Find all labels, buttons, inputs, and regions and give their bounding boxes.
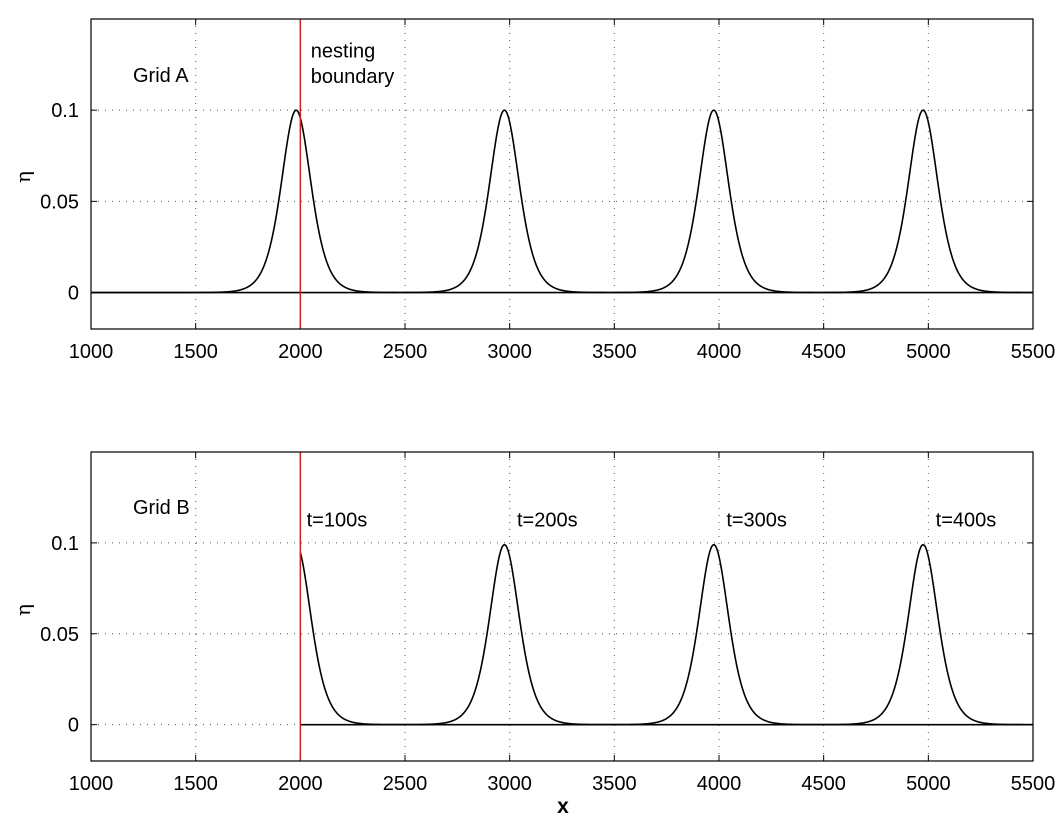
y-tick-label: 0 <box>68 283 79 305</box>
y-axis-label-top: η <box>11 171 35 183</box>
x-tick-label: 3500 <box>592 341 637 363</box>
annotation-label: t=200s <box>517 510 578 532</box>
wave-series-line <box>299 543 1033 726</box>
x-tick-label: 4500 <box>801 773 846 795</box>
y-tick-label: 0.1 <box>51 100 79 122</box>
x-tick-label: 2000 <box>278 341 323 363</box>
panel-label-grid-a: Grid A <box>133 65 189 87</box>
x-tick-label: 5000 <box>906 773 951 795</box>
y-tick-label: 0.05 <box>40 624 79 646</box>
x-tick-label: 1500 <box>173 341 218 363</box>
annotation-label: t=100s <box>307 510 368 532</box>
y-tick-label: 0 <box>68 715 79 737</box>
x-tick-label: 4500 <box>801 341 846 363</box>
x-tick-label: 5500 <box>1011 773 1056 795</box>
x-tick-label: 1500 <box>173 773 218 795</box>
annotation-label: nesting <box>311 40 376 62</box>
panel-grid-b: Grid B η x 1000 1500 2000 2500 3000 3500 4000 4… <box>11 451 1056 818</box>
annotation-label: t=300s <box>726 510 787 532</box>
wave-series-line <box>91 109 1033 294</box>
x-tick-label: 2000 <box>278 773 323 795</box>
x-tick-label: 4000 <box>697 341 742 363</box>
x-tick-label: 5000 <box>906 341 951 363</box>
y-tick-label: 0.05 <box>40 191 79 213</box>
panel-label-grid-b: Grid B <box>133 497 190 519</box>
x-tick-label: 2500 <box>383 341 428 363</box>
y-axis-label-bottom: η <box>11 604 35 616</box>
x-tick-label: 5500 <box>1011 341 1056 363</box>
annotation-label: t=400s <box>936 510 997 532</box>
plot-frame <box>90 451 1034 762</box>
x-tick-label: 3500 <box>592 773 637 795</box>
annotation-label: boundary <box>311 66 394 88</box>
x-tick-label: 3000 <box>487 341 532 363</box>
x-tick-label: 3000 <box>487 773 532 795</box>
x-tick-label: 4000 <box>697 773 742 795</box>
x-tick-label: 1000 <box>69 341 114 363</box>
x-tick-label: 1000 <box>69 773 114 795</box>
plot-frame <box>90 18 1034 330</box>
y-tick-label: 0.1 <box>51 533 79 555</box>
x-tick-label: 2500 <box>383 773 428 795</box>
x-axis-label: x <box>557 795 569 818</box>
panel-grid-a: Grid A η 1000 1500 2000 2500 3000 3500 4000 450… <box>11 18 1056 363</box>
